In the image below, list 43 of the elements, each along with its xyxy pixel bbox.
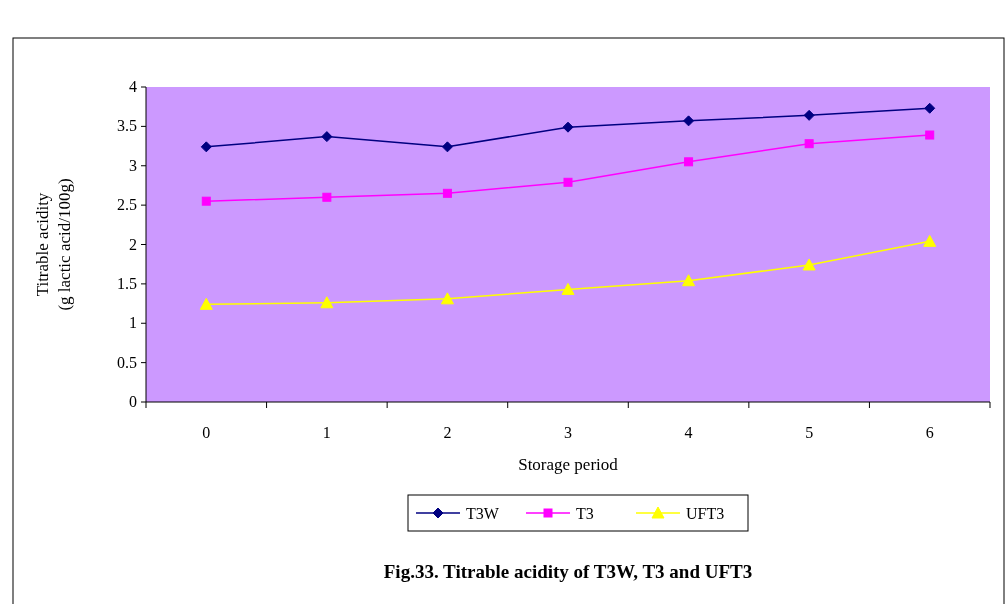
point: [442, 188, 452, 198]
x-tick-label: 0: [202, 424, 211, 441]
y-tick-label: 0.5: [117, 353, 137, 371]
y-tick-label: 3: [129, 156, 137, 174]
point: [199, 297, 213, 310]
point: [200, 141, 212, 153]
x-tick-label: 1: [322, 424, 331, 441]
point: [562, 121, 574, 133]
y-tick-label: 4: [129, 78, 137, 95]
point: [683, 115, 695, 127]
point: [684, 157, 694, 167]
point: [682, 274, 696, 287]
x-tick-label: 5: [805, 424, 814, 441]
point: [321, 131, 333, 143]
y-tick-label: 0: [129, 393, 137, 410]
point: [561, 282, 575, 295]
point: [925, 130, 935, 140]
point: [320, 296, 334, 309]
point: [440, 292, 454, 305]
point: [923, 234, 937, 247]
y-tick-label: 1.5: [117, 274, 137, 292]
point: [563, 177, 573, 187]
x-tick-label: 2: [443, 424, 452, 441]
point: [924, 102, 936, 114]
y-axis-title: Titrable acidity (g lactic acid/100g): [33, 178, 74, 311]
point: [804, 139, 814, 149]
y-tick-label: 2: [129, 235, 137, 253]
text: Fig.33. Titrable acidity of T3W, T3 and UFT3: [383, 561, 753, 582]
x-axis-title: Storage period: [518, 455, 619, 474]
legend-label: T3W: [466, 505, 500, 522]
y-tick-label: 2.5: [117, 196, 137, 214]
x-tick-label: 3: [564, 424, 572, 441]
legend-label: UFT3: [686, 505, 725, 522]
legend-label: T3: [576, 505, 594, 522]
y-tick-label: 1: [129, 314, 137, 332]
x-tick-label: 6: [925, 424, 934, 441]
point: [201, 196, 211, 206]
point: [322, 192, 332, 202]
y-tick-label: 3.5: [117, 117, 137, 135]
point: [802, 258, 816, 271]
point: [803, 109, 815, 121]
x-tick-label: 4: [684, 424, 693, 441]
point: [441, 141, 453, 153]
